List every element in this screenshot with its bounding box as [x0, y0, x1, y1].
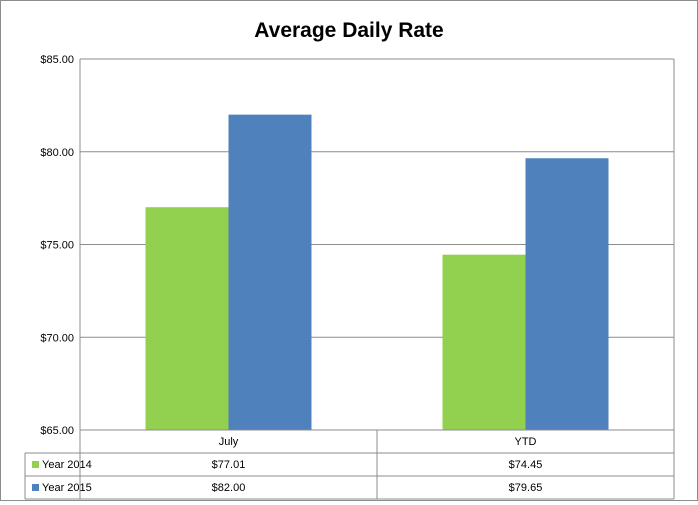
y-tick-label: $70.00: [40, 332, 74, 344]
bar-year-2015-ytd: [525, 158, 609, 430]
data-label: $79.65: [509, 482, 543, 494]
legend-swatch: [32, 484, 39, 491]
bar-year-2014-july: [145, 207, 229, 430]
bars: [145, 114, 609, 431]
bar-year-2015-july: [228, 114, 312, 431]
x-tick-label: YTD: [515, 436, 537, 448]
y-tick-label: $85.00: [40, 54, 74, 66]
data-table: July YTD Year 2014 $77.01 $74.45 Year 2015 $82…: [24, 429, 675, 500]
y-tick-label: $75.00: [40, 240, 74, 252]
bar-year-2014-ytd: [442, 254, 526, 430]
data-label: $82.00: [212, 482, 246, 494]
legend-label: Year 2015: [42, 482, 92, 494]
data-label: $74.45: [509, 459, 543, 471]
x-tick-label: July: [219, 436, 239, 448]
y-tick-label: $65.00: [40, 425, 74, 437]
legend-swatch: [32, 461, 39, 468]
y-axis: $65.00 $70.00 $75.00 $80.00 $85.00: [40, 54, 675, 437]
y-tick-label: $80.00: [40, 147, 74, 159]
data-label: $77.01: [212, 459, 246, 471]
chart-title: Average Daily Rate: [254, 19, 443, 42]
legend-label: Year 2014: [42, 459, 92, 471]
